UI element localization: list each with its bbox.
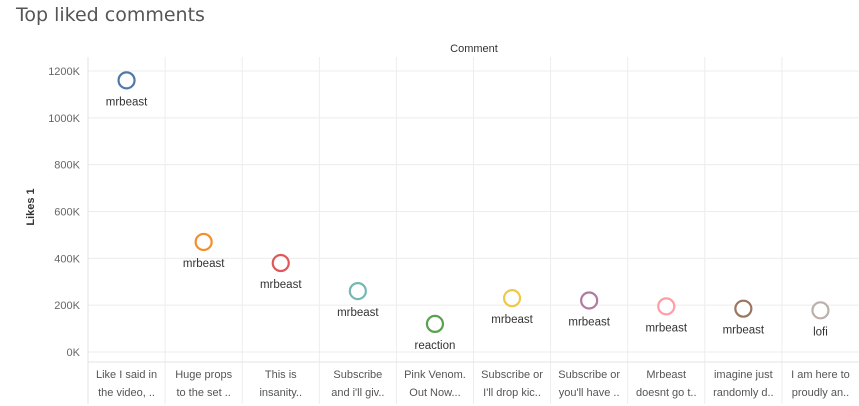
- category-label: This is: [265, 369, 297, 381]
- point-label: lofi: [813, 326, 828, 338]
- column-header: Comment: [450, 43, 498, 55]
- category-label: Subscribe or: [481, 369, 543, 381]
- point-label: mrbeast: [645, 322, 687, 334]
- data-point: [348, 282, 367, 301]
- category-label: Like I said in: [96, 369, 157, 381]
- category-label: you'll have ..: [559, 387, 620, 399]
- category-label: the video, ..: [98, 387, 155, 399]
- y-tick-label: 1000K: [48, 113, 80, 125]
- point-label: mrbeast: [568, 316, 610, 328]
- chart-title: Top liked comments: [16, 4, 205, 26]
- data-point: [734, 299, 753, 318]
- point-label: mrbeast: [723, 325, 765, 337]
- y-tick-label: 0K: [67, 347, 81, 359]
- data-point: [117, 71, 136, 90]
- data-points: [117, 71, 830, 333]
- category-label: Pink Venom.: [404, 369, 466, 381]
- category-label: proudly an..: [792, 387, 849, 399]
- category-label: insanity..: [259, 387, 302, 399]
- y-tick-label: 200K: [54, 300, 80, 312]
- point-label: mrbeast: [491, 314, 533, 326]
- category-label: Subscribe or: [558, 369, 620, 381]
- y-tick-label: 600K: [54, 207, 80, 219]
- data-point: [811, 301, 830, 320]
- category-label: Out Now...: [409, 387, 460, 399]
- point-label: reaction: [414, 340, 455, 352]
- data-point: [425, 314, 445, 333]
- category-label: and i'll giv..: [331, 387, 384, 399]
- category-label: randomly d..: [713, 387, 774, 399]
- category-label: Mrbeast: [646, 369, 686, 381]
- category-label: I'll drop kic..: [483, 387, 541, 399]
- category-label: to the set ..: [176, 387, 230, 399]
- point-label: mrbeast: [183, 258, 225, 270]
- y-tick-label: 400K: [54, 253, 80, 265]
- category-label: Subscribe: [333, 369, 382, 381]
- category-label: doesnt go t..: [636, 387, 697, 399]
- y-axis-title: Likes 1: [25, 188, 37, 225]
- category-label: imagine just: [714, 369, 773, 381]
- data-point: [657, 297, 676, 316]
- x-axis-category-labels: Like I said in the video, .. Huge props to …: [96, 369, 850, 399]
- y-axis-ticks: 0K 200K 400K 600K 800K 1000K 1200K: [48, 66, 80, 359]
- point-label: mrbeast: [106, 96, 148, 108]
- point-label: mrbeast: [337, 307, 379, 319]
- data-point: [580, 291, 599, 310]
- y-tick-label: 1200K: [48, 66, 80, 78]
- data-point: [271, 253, 290, 273]
- point-labels: mrbeast mrbeast mrbeast mrbeast reaction mrbe…: [106, 96, 828, 352]
- y-tick-label: 800K: [54, 160, 80, 172]
- data-point: [194, 232, 213, 252]
- category-columns: [87, 57, 859, 404]
- data-point: [502, 289, 522, 308]
- category-label: Huge props: [175, 369, 232, 381]
- point-label: mrbeast: [260, 279, 302, 291]
- category-label: I am here to: [791, 369, 850, 381]
